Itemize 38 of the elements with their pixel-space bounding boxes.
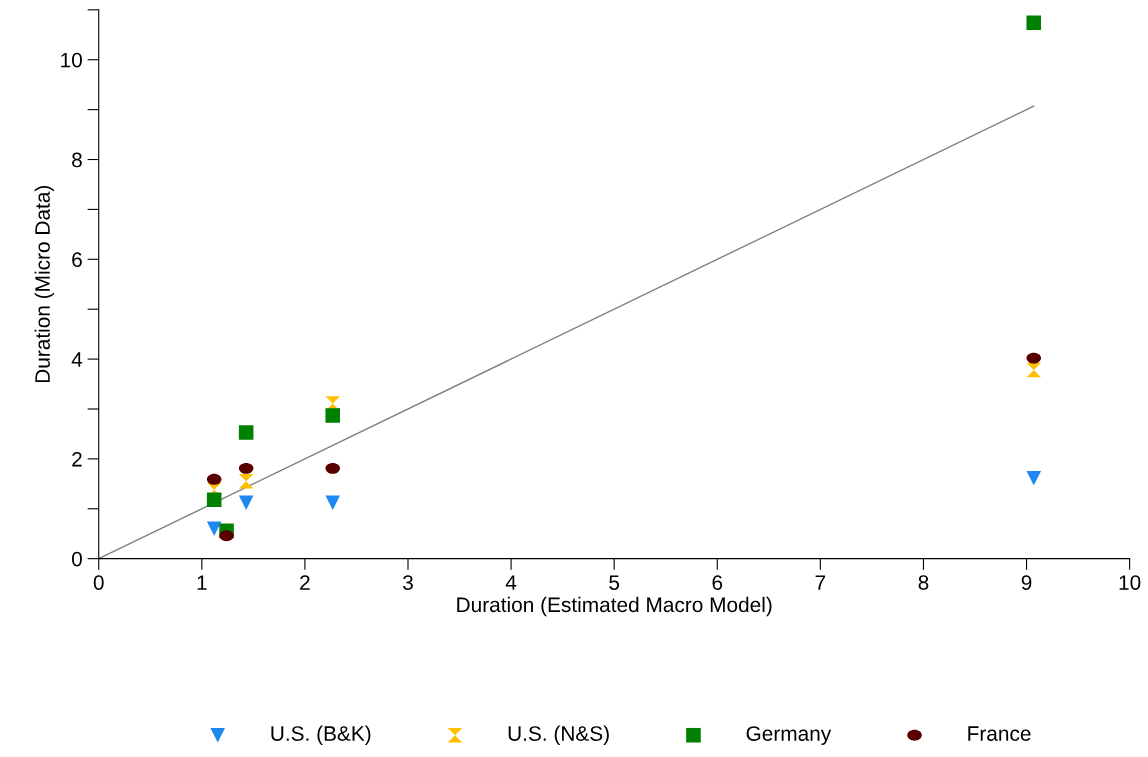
- point: [1026, 362, 1042, 378]
- legend-label: Germany: [746, 726, 832, 746]
- x-tick-label: 10: [1119, 575, 1141, 590]
- y-tick-label: 10: [61, 52, 82, 68]
- y-tick-label: 2: [72, 451, 82, 467]
- point: [1026, 15, 1042, 31]
- point: [325, 462, 341, 474]
- x-tick-label: 2: [300, 575, 310, 590]
- x-tick-label: 3: [403, 575, 413, 590]
- x-tick-label: 4: [505, 575, 517, 590]
- y-axis-title: Duration (Micro Data): [34, 185, 55, 383]
- x-tick-label: 9: [1021, 575, 1032, 590]
- point: [206, 473, 222, 485]
- point: [1026, 352, 1042, 364]
- point: [238, 474, 254, 489]
- point: [206, 492, 222, 508]
- x-tick-label: 6: [712, 575, 723, 590]
- legend-label: France: [968, 726, 1031, 741]
- x-tick-label: 8: [918, 575, 929, 590]
- x-axis-title: Duration (Estimated Macro Model): [457, 596, 772, 617]
- y-tick-label: 8: [72, 152, 82, 168]
- x-tick-label: 0: [93, 575, 104, 590]
- point: [1026, 471, 1042, 486]
- y-tick-label: 4: [71, 352, 83, 367]
- point: [238, 462, 254, 474]
- x-tick-label: 7: [815, 575, 826, 590]
- point: [238, 425, 254, 440]
- point: [206, 521, 222, 537]
- point: [238, 495, 254, 511]
- x-tick-label: 5: [609, 575, 620, 590]
- y-tick-label: 0: [71, 551, 82, 567]
- y-tick-label: 6: [72, 252, 82, 268]
- point: [325, 495, 341, 511]
- legend-label: U.S. (N&S): [508, 725, 609, 746]
- point: [219, 530, 234, 542]
- legend-label: U.S. (B&K): [271, 725, 371, 746]
- point: [325, 408, 341, 423]
- x-tick-label: 1: [197, 575, 207, 590]
